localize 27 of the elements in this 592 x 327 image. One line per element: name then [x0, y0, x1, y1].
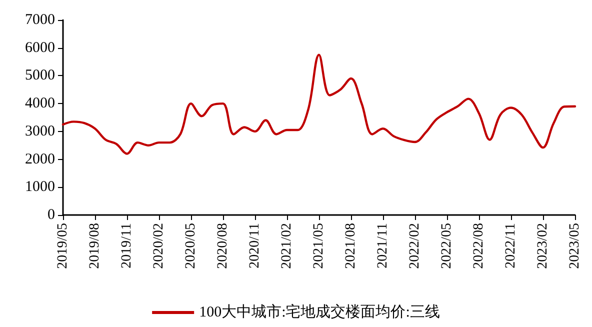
x-tick-label: 2023/02	[536, 223, 550, 269]
x-tick-label: 2023/05	[568, 223, 582, 269]
y-tick-label: 2000	[25, 151, 55, 168]
x-tick-label: 2022/08	[472, 223, 486, 269]
x-tick-label: 2021/05	[312, 223, 326, 269]
x-tick-label: 2022/02	[408, 223, 422, 269]
y-tick-label: 3000	[25, 123, 55, 140]
x-tick-label: 2021/02	[280, 223, 294, 269]
x-tick-label: 2020/11	[248, 223, 262, 268]
y-tick-label: 0	[48, 207, 55, 223]
x-tick-label: 2021/08	[344, 223, 358, 269]
x-tick-label: 2020/08	[216, 223, 230, 269]
x-tick-label: 2019/05	[56, 223, 70, 269]
x-tick-label: 2020/02	[152, 223, 166, 269]
legend-label: 100大中城市:宅地成交楼面均价:三线	[199, 304, 440, 320]
y-tick-label: 4000	[25, 96, 55, 112]
y-tick-label: 6000	[25, 40, 55, 56]
x-tick-label: 2021/11	[376, 223, 390, 268]
x-tick-label: 2022/11	[504, 223, 518, 268]
y-tick-label: 5000	[25, 68, 55, 84]
y-tick-label: 1000	[25, 179, 55, 196]
x-tick-label: 2019/11	[120, 223, 134, 268]
x-tick-label: 2020/05	[184, 223, 198, 269]
x-tick-label: 2019/08	[88, 223, 102, 269]
y-tick-label: 7000	[25, 12, 55, 28]
line-series	[62, 54, 576, 155]
x-tick-label: 2022/05	[440, 223, 454, 269]
